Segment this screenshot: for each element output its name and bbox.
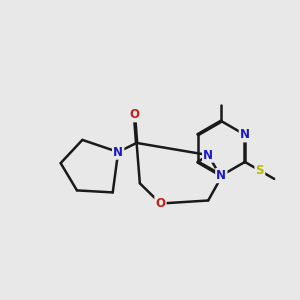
Text: N: N (113, 146, 123, 158)
Text: N: N (203, 148, 213, 161)
Text: N: N (240, 128, 250, 141)
Text: N: N (216, 169, 226, 182)
Text: O: O (155, 197, 166, 210)
Text: S: S (256, 164, 264, 177)
Text: O: O (129, 108, 140, 121)
